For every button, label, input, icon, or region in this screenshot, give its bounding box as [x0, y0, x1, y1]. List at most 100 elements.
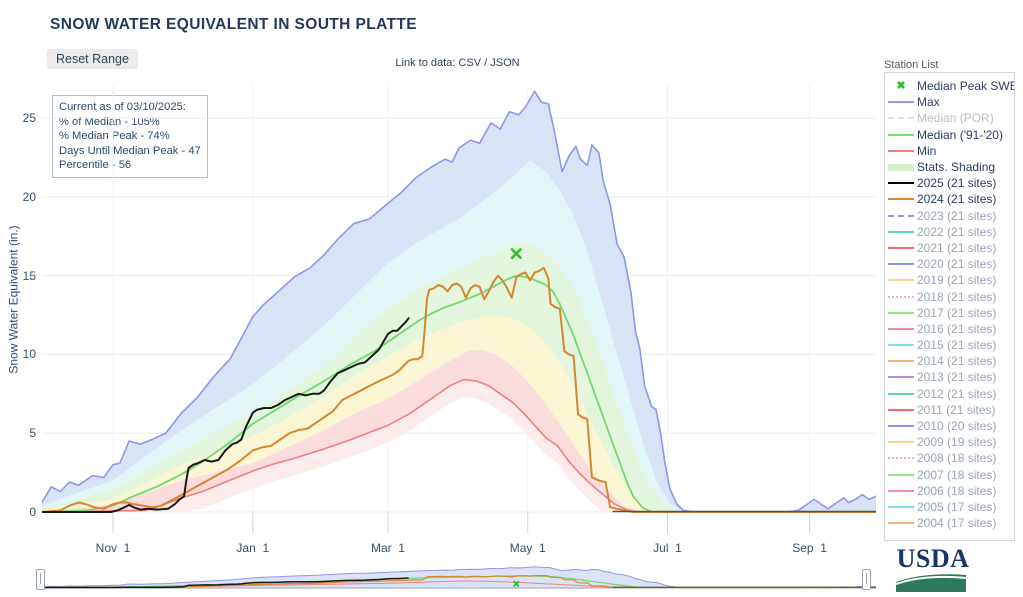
- x-tick-label: Sep 1: [792, 541, 827, 555]
- usda-logo-swoosh: [895, 574, 967, 592]
- series-line-icon: [885, 198, 917, 201]
- legend-item-2010-20-sites[interactable]: 2010 (20 sites): [885, 418, 1014, 434]
- legend-item-min[interactable]: Min: [885, 143, 1014, 159]
- legend-item-2011-21-sites[interactable]: 2011 (21 sites): [885, 402, 1014, 418]
- legend-item-label: 2007 (18 sites): [917, 467, 997, 482]
- legend-item-label: 2006 (18 sites): [917, 483, 997, 498]
- status-line: Days Until Median Peak - 47: [59, 144, 201, 157]
- series-line: [42, 317, 410, 513]
- legend-item-2006-18-sites[interactable]: 2006 (18 sites): [885, 483, 1014, 499]
- x-tick-label: Jul 1: [653, 541, 682, 555]
- legend-item-label: 2020 (21 sites): [917, 257, 997, 272]
- legend-item-label: Stats. Shading: [917, 160, 996, 175]
- status-line: % Median Peak - 74%: [59, 130, 170, 143]
- x-tick-label: Jan 1: [236, 541, 270, 555]
- legend-item-label: 2017 (21 sites): [917, 305, 997, 320]
- legend-item-2013-21-sites[interactable]: 2013 (21 sites): [885, 369, 1014, 385]
- series-line-icon: [885, 473, 917, 476]
- navigator-handle-right[interactable]: [862, 569, 871, 590]
- stats-shading-band: [42, 315, 876, 512]
- series-line-icon: [885, 246, 917, 249]
- legend-item-2007-18-sites[interactable]: 2007 (18 sites): [885, 467, 1014, 483]
- x-tick-label: Mar 1: [370, 541, 405, 555]
- legend-item-2016-21-sites[interactable]: 2016 (21 sites): [885, 321, 1014, 337]
- series-line-icon: [885, 149, 917, 152]
- legend-item-label: 2008 (18 sites): [917, 451, 997, 466]
- series-line-icon: [885, 101, 917, 104]
- page-title: SNOW WATER EQUIVALENT IN SOUTH PLATTE: [50, 16, 417, 33]
- navigator-chart[interactable]: [42, 564, 876, 592]
- series-line-icon: [885, 214, 917, 217]
- legend-item-2009-19-sites[interactable]: 2009 (19 sites): [885, 434, 1014, 450]
- legend-item-label: 2011 (21 sites): [917, 402, 996, 417]
- x-tick-label: May 1: [509, 541, 546, 555]
- series-line-icon: [885, 311, 917, 314]
- legend-item-label: 2015 (21 sites): [917, 338, 997, 353]
- series-line-icon: [885, 376, 917, 379]
- legend-item-max[interactable]: Max: [885, 94, 1014, 110]
- series-line-icon: [885, 425, 917, 428]
- legend-item-stats-shading[interactable]: Stats. Shading: [885, 159, 1014, 175]
- json-link[interactable]: JSON: [490, 57, 520, 69]
- legend-item-median-peak-swe[interactable]: ✖ Median Peak SWE: [885, 78, 1014, 94]
- legend-item-label: Median ('91-'20): [917, 127, 1003, 142]
- series-line-icon: [885, 279, 917, 282]
- legend-item-2004-17-sites[interactable]: 2004 (17 sites): [885, 515, 1014, 531]
- legend-item-2014-21-sites[interactable]: 2014 (21 sites): [885, 353, 1014, 369]
- legend-item-median-por[interactable]: Median (POR): [885, 110, 1014, 126]
- legend-item-2021-21-sites[interactable]: 2021 (21 sites): [885, 240, 1014, 256]
- legend-item-2023-21-sites[interactable]: 2023 (21 sites): [885, 208, 1014, 224]
- x-tick-label: Nov 1: [95, 541, 131, 555]
- usda-logo-text: USDA: [896, 544, 970, 573]
- legend-item-2008-18-sites[interactable]: 2008 (18 sites): [885, 450, 1014, 466]
- navigator-handle-left[interactable]: [36, 569, 45, 590]
- y-tick-label: 25: [22, 111, 36, 126]
- y-tick-label: 15: [22, 268, 36, 283]
- legend-item-label: 2010 (20 sites): [917, 419, 997, 434]
- legend-item-2019-21-sites[interactable]: 2019 (21 sites): [885, 272, 1014, 288]
- shading-swatch-icon: [885, 163, 917, 171]
- legend-item-label: 2025 (21 sites): [917, 176, 997, 191]
- series-line: [42, 274, 876, 513]
- y-tick-label: 0: [29, 505, 36, 519]
- series-line-icon: [885, 360, 917, 363]
- legend-item-label: 2023 (21 sites): [917, 208, 997, 223]
- reset-range-button[interactable]: Reset Range: [47, 49, 138, 69]
- legend-item-label: 2004 (17 sites): [917, 516, 997, 531]
- legend-item-2025-21-sites[interactable]: 2025 (21 sites): [885, 175, 1014, 191]
- legend-item-2024-21-sites[interactable]: 2024 (21 sites): [885, 191, 1014, 207]
- legend-item-2012-21-sites[interactable]: 2012 (21 sites): [885, 386, 1014, 402]
- legend-item-label: 2022 (21 sites): [917, 224, 997, 239]
- series-line-icon: [885, 505, 917, 508]
- series-line-icon: [885, 522, 917, 525]
- series-line-icon: [885, 117, 917, 120]
- legend-item-label: 2019 (21 sites): [917, 273, 997, 288]
- data-links: Link to data: CSV / JSON: [330, 57, 585, 69]
- series-line-icon: [885, 344, 917, 347]
- main-chart-plot-area[interactable]: [42, 85, 876, 540]
- legend-item-2018-21-sites[interactable]: 2018 (21 sites): [885, 288, 1014, 304]
- series-line-icon: [885, 489, 917, 492]
- legend-item-label: 2012 (21 sites): [917, 386, 997, 401]
- legend-item-median-91-20[interactable]: Median ('91-'20): [885, 127, 1014, 143]
- legend-item-2005-17-sites[interactable]: 2005 (17 sites): [885, 499, 1014, 515]
- series-line-icon: [885, 295, 917, 298]
- status-line: Current as of 03/10/2025:: [59, 101, 186, 113]
- median-peak-swe-marker: [510, 248, 522, 260]
- legend-item-2017-21-sites[interactable]: 2017 (21 sites): [885, 305, 1014, 321]
- csv-link[interactable]: CSV: [458, 57, 482, 69]
- legend-item-2020-21-sites[interactable]: 2020 (21 sites): [885, 256, 1014, 272]
- legend-item-label: 2009 (19 sites): [917, 435, 997, 450]
- y-axis-title: Snow Water Equivalent (in.): [6, 225, 21, 374]
- navigator-series-line: [42, 577, 409, 589]
- legend-item-2022-21-sites[interactable]: 2022 (21 sites): [885, 224, 1014, 240]
- legend-item-2015-21-sites[interactable]: 2015 (21 sites): [885, 337, 1014, 353]
- legend-item-label: Min: [917, 143, 937, 158]
- legend-item-label: 2024 (21 sites): [917, 192, 997, 207]
- y-tick-label: 20: [22, 189, 36, 204]
- median-peak-marker-icon: ✖: [896, 79, 906, 92]
- legend-title: Station List: [884, 59, 939, 71]
- stats-shading-band: [42, 91, 876, 513]
- series-line-icon: [885, 263, 917, 266]
- legend-item-label: Median (POR): [917, 111, 994, 126]
